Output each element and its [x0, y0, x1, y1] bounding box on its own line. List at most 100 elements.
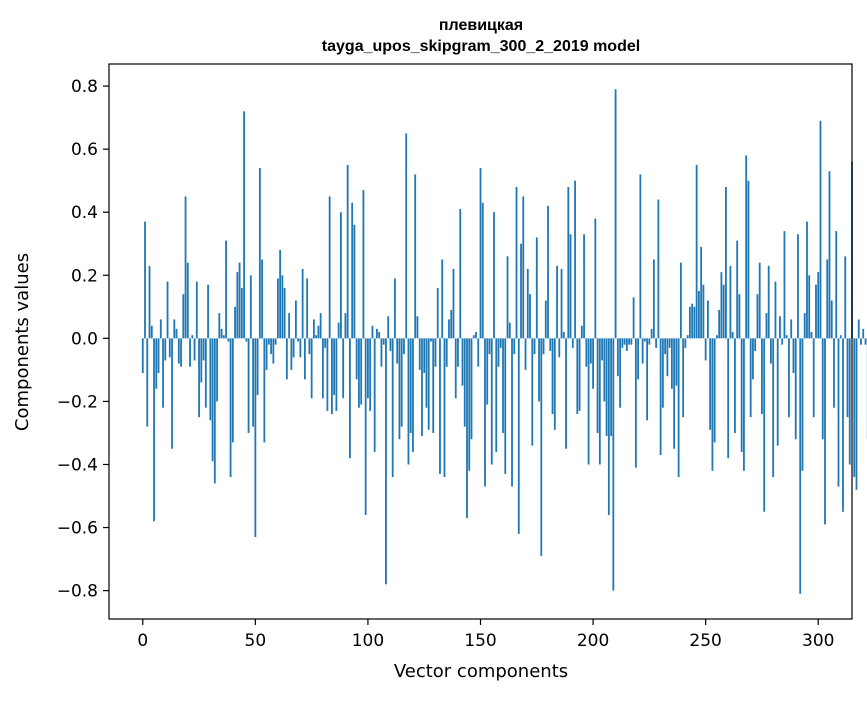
bar [317, 326, 319, 339]
bar [225, 241, 227, 339]
bar [252, 338, 254, 426]
bar [200, 338, 202, 382]
bar [477, 338, 479, 366]
bar [813, 338, 815, 417]
bar [410, 338, 412, 433]
bar [311, 338, 313, 398]
bar [806, 222, 808, 339]
bar [279, 250, 281, 338]
bar [383, 338, 385, 344]
bar [176, 329, 178, 338]
bar [347, 165, 349, 338]
y-tick-label: −0.4 [57, 455, 98, 475]
bar [651, 329, 653, 338]
bar [250, 275, 252, 338]
chart-title: плевицкая [439, 17, 523, 34]
bar [621, 338, 623, 347]
bar [799, 338, 801, 593]
bar [766, 313, 768, 338]
bar [417, 316, 419, 338]
bar [266, 338, 268, 370]
bar [293, 338, 295, 357]
bar [633, 297, 635, 338]
bar [547, 206, 549, 338]
bar [820, 121, 822, 339]
bar [768, 266, 770, 339]
bar [299, 338, 301, 357]
bar [646, 338, 648, 420]
bar [191, 335, 193, 338]
bar [736, 241, 738, 339]
bar [730, 266, 732, 339]
bar [498, 338, 500, 366]
bar [336, 338, 338, 411]
bar [556, 266, 558, 339]
bar [259, 168, 261, 338]
bar [248, 338, 250, 433]
bar [290, 338, 292, 370]
x-tick-label: 50 [245, 631, 267, 651]
x-axis-label: Vector components [394, 661, 568, 682]
bar [457, 338, 459, 366]
bar [444, 338, 446, 477]
bar [786, 335, 788, 338]
bar [748, 181, 750, 339]
bar [223, 335, 225, 338]
bar [687, 335, 689, 338]
bar [826, 260, 828, 339]
bar [243, 111, 245, 338]
bar [286, 338, 288, 379]
bar [288, 313, 290, 338]
bar [149, 266, 151, 339]
bar [565, 338, 567, 448]
bar [408, 338, 410, 464]
bar [329, 196, 331, 338]
bar [385, 338, 387, 584]
bar [320, 313, 322, 338]
bar [363, 190, 365, 338]
bar [459, 209, 461, 338]
bar [374, 338, 376, 452]
bar [743, 338, 745, 470]
bar [723, 285, 725, 339]
bar [254, 338, 256, 537]
bar [739, 294, 741, 338]
bar [268, 338, 270, 344]
bar [669, 338, 671, 347]
bar [660, 338, 662, 455]
bar [257, 338, 259, 395]
bar [570, 234, 572, 338]
bar [545, 301, 547, 339]
bar [345, 313, 347, 338]
bar [484, 338, 486, 486]
bar [453, 269, 455, 338]
bar [718, 310, 720, 338]
y-axis-ticks: −0.8−0.6−0.4−0.20.00.20.40.60.8 [57, 77, 109, 602]
bar [761, 338, 763, 414]
bar [734, 338, 736, 433]
y-tick-label: 0.2 [71, 266, 98, 286]
bar [612, 338, 614, 590]
bar [624, 338, 626, 344]
bar [689, 307, 691, 339]
bar [754, 338, 756, 351]
bar [727, 338, 729, 458]
bar [513, 338, 515, 354]
bar [468, 338, 470, 470]
bar [529, 294, 531, 338]
bar [281, 275, 283, 338]
bar [187, 263, 189, 339]
bar [493, 212, 495, 338]
bar [245, 338, 247, 341]
bar [680, 263, 682, 339]
bar [725, 187, 727, 338]
bar [365, 338, 367, 515]
bar [338, 323, 340, 339]
bar [540, 338, 542, 556]
bar [324, 338, 326, 347]
bar [160, 319, 162, 338]
bar [227, 338, 229, 341]
bar [811, 332, 813, 338]
y-tick-label: 0.0 [71, 329, 98, 349]
